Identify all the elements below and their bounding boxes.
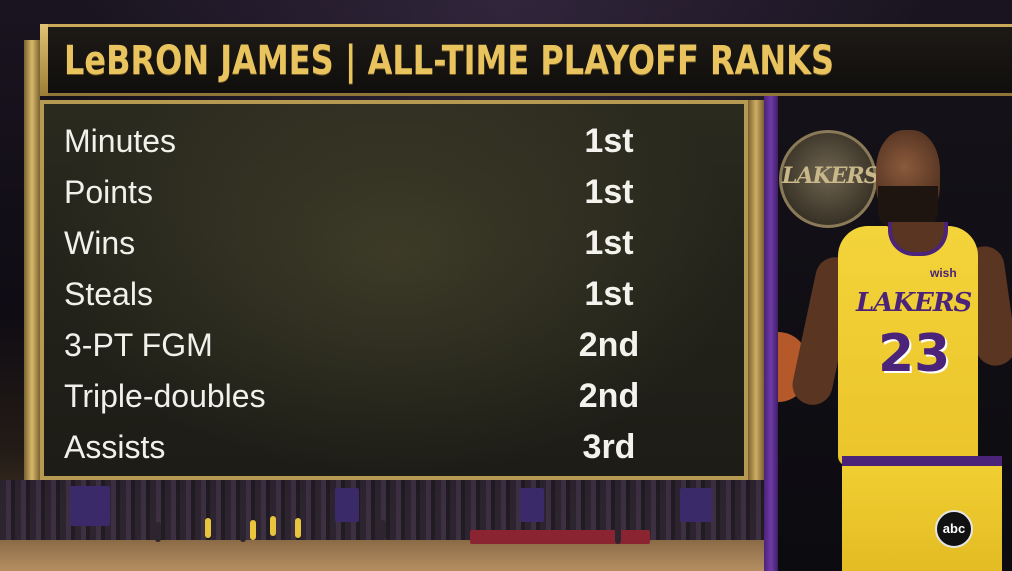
stat-row-triple-doubles: Triple-doubles 2nd	[64, 371, 744, 421]
gold-frame-divider	[748, 100, 764, 480]
jersey-number: 23	[878, 324, 951, 384]
jersey-brand: wish	[930, 266, 957, 280]
player-shorts	[842, 456, 1002, 571]
title-bar	[40, 24, 1012, 96]
court-player	[380, 520, 386, 540]
arena-banner	[680, 488, 712, 522]
lakers-logo: LAKERS	[779, 130, 880, 228]
stat-label: Points	[64, 174, 153, 210]
court-player	[250, 520, 256, 540]
stat-rank: 1st	[584, 224, 634, 262]
abc-network-logo: abc	[935, 510, 973, 548]
stat-rank: 3rd	[582, 428, 636, 466]
stat-label: 3-PT FGM	[64, 327, 213, 363]
player-photo-panel: LAKERS wish LAKERS 23	[778, 96, 1012, 571]
stat-label: Minutes	[64, 123, 177, 159]
gold-frame-left	[24, 40, 40, 480]
court-player	[295, 518, 301, 538]
court-player	[205, 518, 211, 538]
stat-rank: 1st	[584, 275, 634, 313]
lakers-logo-text: LAKERS	[782, 163, 880, 189]
graphic-title: LeBRON JAMES | ALL-TIME PLAYOFF RANKS	[64, 38, 835, 84]
court-player	[270, 516, 276, 536]
court-player	[240, 522, 246, 542]
stat-row-3pt-fgm: 3-PT FGM 2nd	[64, 320, 744, 370]
stat-row-steals: Steals 1st	[64, 269, 744, 319]
jersey-collar	[888, 222, 948, 256]
arena-banner	[470, 530, 650, 544]
stat-label: Wins	[64, 225, 136, 261]
stat-rank: 1st	[584, 122, 634, 160]
stat-rank: 1st	[584, 173, 634, 211]
stat-row-assists: Assists 3rd	[64, 422, 744, 472]
arena-banner	[520, 488, 544, 522]
title-accent	[40, 24, 48, 96]
stat-rank: 2nd	[578, 326, 640, 364]
purple-stripe	[764, 96, 778, 571]
arena-banner	[335, 488, 359, 522]
stat-label: Steals	[64, 276, 153, 312]
player-jersey	[838, 226, 978, 466]
arena-banner	[70, 486, 110, 526]
stat-label: Triple-doubles	[64, 378, 266, 414]
court-player	[615, 524, 621, 544]
stat-row-wins: Wins 1st	[64, 218, 744, 268]
stat-row-minutes: Minutes 1st	[64, 116, 744, 166]
jersey-team-name: LAKERS	[856, 288, 972, 318]
stat-label: Assists	[64, 429, 166, 465]
court-player	[155, 522, 161, 542]
stat-rank: 2nd	[578, 377, 640, 415]
stat-row-points: Points 1st	[64, 167, 744, 217]
stats-panel: Minutes 1st Points 1st Wins 1st Steals 1…	[40, 100, 748, 480]
